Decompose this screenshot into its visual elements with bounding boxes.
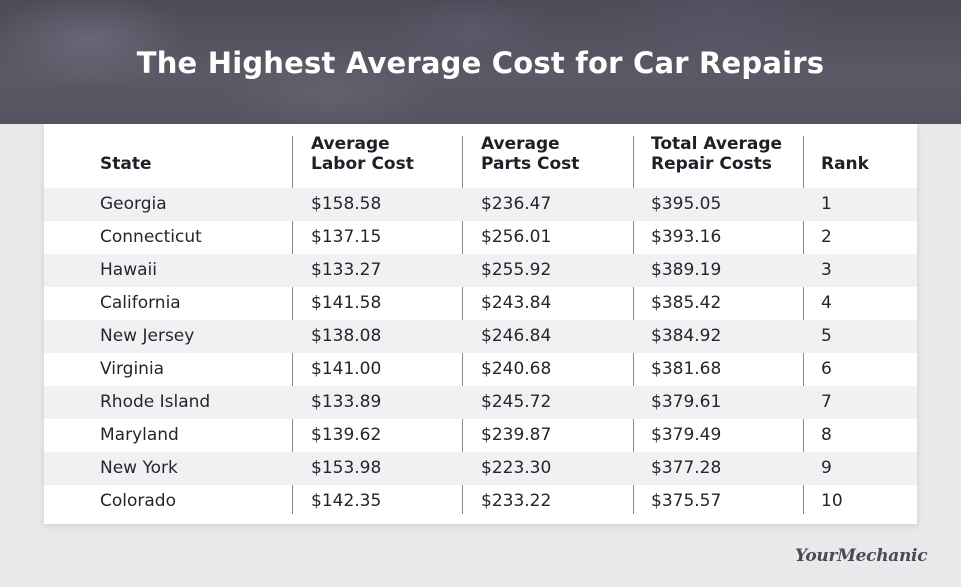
yourmechanic-logo: YourMechanic — [795, 546, 928, 566]
table-cell: $236.47 — [481, 194, 552, 214]
table-cell: $133.27 — [311, 260, 382, 280]
table-cell: $377.28 — [651, 458, 722, 478]
column-header-line1 — [100, 134, 152, 154]
table-cell: 4 — [821, 293, 832, 313]
column-header: Rank — [821, 134, 869, 174]
table-cell: $385.42 — [651, 293, 722, 313]
table-cell: $141.58 — [311, 293, 382, 313]
column-header: State — [100, 134, 152, 174]
column-header-line2: Repair Costs — [651, 154, 772, 174]
table-cell: $381.68 — [651, 359, 722, 379]
column-header: Total Average Repair Costs — [651, 134, 782, 174]
column-header-line1: Average — [481, 134, 560, 154]
table-cell: 3 — [821, 260, 832, 280]
page-title: The Highest Average Cost for Car Repairs — [136, 46, 825, 80]
column-header-line1: Total Average — [651, 134, 783, 154]
table-cell: $255.92 — [481, 260, 552, 280]
table-row: California $141.58 $243.84 $385.42 4 — [44, 287, 917, 320]
column-header-line2: Parts Cost — [481, 154, 580, 174]
table-cell: Colorado — [100, 491, 176, 511]
table-cell: $137.15 — [311, 227, 382, 247]
table-row: Virginia $141.00 $240.68 $381.68 6 — [44, 353, 917, 386]
table-row: New Jersey $138.08 $246.84 $384.92 5 — [44, 320, 917, 353]
table-cell: $384.92 — [651, 326, 722, 346]
column-header-line2: Labor Cost — [311, 154, 414, 174]
table-cell: $393.16 — [651, 227, 722, 247]
table-cell: $240.68 — [481, 359, 552, 379]
table-cell: 7 — [821, 392, 832, 412]
table-cell: Connecticut — [100, 227, 202, 247]
table-cell: 9 — [821, 458, 832, 478]
table-cell: $389.19 — [651, 260, 722, 280]
table-cell: $246.84 — [481, 326, 552, 346]
table-row: Hawaii $133.27 $255.92 $389.19 3 — [44, 254, 917, 287]
table-row: Maryland $139.62 $239.87 $379.49 8 — [44, 419, 917, 452]
table-row: Georgia $158.58 $236.47 $395.05 1 — [44, 188, 917, 221]
table-cell: Maryland — [100, 425, 179, 445]
column-header-line2: State — [100, 154, 152, 174]
table-row: Connecticut $137.15 $256.01 $393.16 2 — [44, 221, 917, 254]
table-row: Rhode Island $133.89 $245.72 $379.61 7 — [44, 386, 917, 419]
table-cell: $379.61 — [651, 392, 722, 412]
table-cell: Georgia — [100, 194, 167, 214]
table-cell: 8 — [821, 425, 832, 445]
column-header-line1 — [821, 134, 869, 154]
table-cell: 1 — [821, 194, 832, 214]
column-header-line1: Average — [311, 134, 390, 154]
table-cell: $256.01 — [481, 227, 552, 247]
table-row: New York $153.98 $223.30 $377.28 9 — [44, 452, 917, 485]
table-cell: $158.58 — [311, 194, 382, 214]
table-cell: $138.08 — [311, 326, 382, 346]
table-cell: $375.57 — [651, 491, 722, 511]
table-cell: $139.62 — [311, 425, 382, 445]
table-cell: $379.49 — [651, 425, 722, 445]
table-cell: $153.98 — [311, 458, 382, 478]
table-cell: Rhode Island — [100, 392, 211, 412]
table-cell: 10 — [821, 491, 843, 511]
table-cell: 6 — [821, 359, 832, 379]
table-cell: 2 — [821, 227, 832, 247]
table-cell: $233.22 — [481, 491, 552, 511]
table-cell: Hawaii — [100, 260, 157, 280]
table-cell: $133.89 — [311, 392, 382, 412]
table-cell: $141.00 — [311, 359, 382, 379]
table-cell: California — [100, 293, 181, 313]
data-table: State Average Labor Cost Average Parts Cost T… — [44, 124, 917, 524]
table-cell: $395.05 — [651, 194, 722, 214]
header-banner: The Highest Average Cost for Car Repairs — [0, 0, 961, 124]
table-cell: New York — [100, 458, 178, 478]
column-header: Average Parts Cost — [481, 134, 579, 174]
column-header-line2: Rank — [821, 154, 869, 174]
table-row: Colorado $142.35 $233.22 $375.57 10 — [44, 485, 917, 518]
table-cell: 5 — [821, 326, 832, 346]
table-cell: Virginia — [100, 359, 165, 379]
table-cell: $239.87 — [481, 425, 552, 445]
table-cell: New Jersey — [100, 326, 195, 346]
table-cell: $243.84 — [481, 293, 552, 313]
column-header: Average Labor Cost — [311, 134, 414, 174]
table-cell: $142.35 — [311, 491, 382, 511]
table-cell: $245.72 — [481, 392, 552, 412]
table-cell: $223.30 — [481, 458, 552, 478]
